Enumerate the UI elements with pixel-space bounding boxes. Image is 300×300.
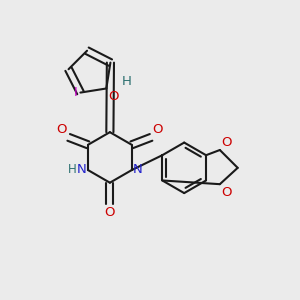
Text: I: I: [74, 86, 77, 99]
Text: H: H: [122, 76, 132, 88]
Text: H: H: [68, 163, 77, 176]
Text: O: O: [222, 136, 232, 148]
Text: O: O: [222, 186, 232, 199]
Text: N: N: [133, 163, 143, 176]
Text: N: N: [77, 163, 86, 176]
Text: O: O: [108, 90, 118, 103]
Text: O: O: [153, 123, 163, 136]
Text: O: O: [57, 123, 67, 136]
Text: O: O: [105, 206, 115, 219]
